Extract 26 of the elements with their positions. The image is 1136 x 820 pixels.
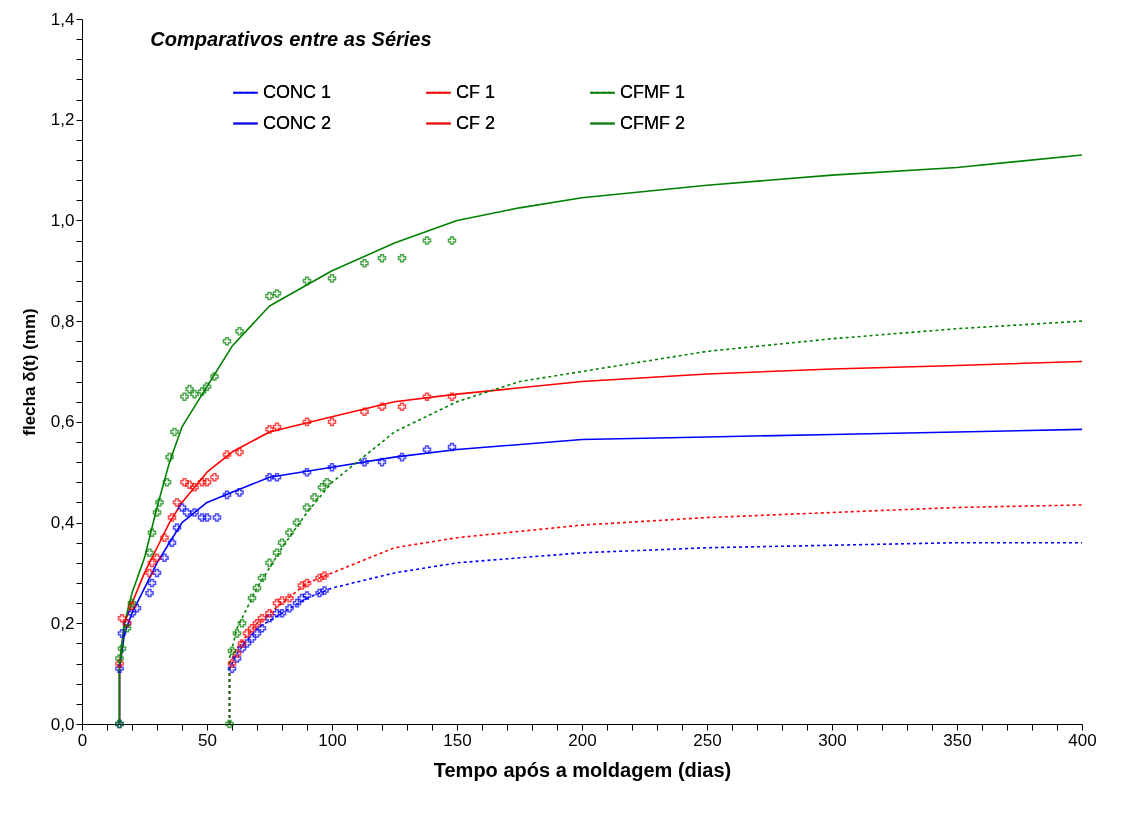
x-tick-label: 300 [818, 730, 847, 750]
y-tick-label: 0,2 [50, 613, 75, 633]
y-tick-label: 0,6 [50, 412, 75, 432]
x-tick-label: 250 [693, 730, 722, 750]
y-tick-label: 0,0 [50, 714, 75, 734]
x-tick-label: 350 [943, 730, 972, 750]
x-tick-label: 200 [568, 730, 597, 750]
legend-label: CFMF 2 [620, 112, 685, 133]
y-tick-label: 0,8 [50, 311, 75, 331]
x-tick-label: 400 [1068, 730, 1097, 750]
x-tick-label: 150 [443, 730, 472, 750]
legend-label: CONC 2 [263, 112, 332, 133]
chart-title: Comparativos entre as Séries [150, 28, 432, 50]
x-axis-title: Tempo após a moldagem (dias) [433, 758, 732, 781]
y-tick-label: 1,2 [50, 110, 75, 130]
y-axis-title: flecha δ(t) (mm) [19, 308, 39, 436]
y-tick-label: 1,4 [50, 9, 75, 29]
legend-label: CF 2 [456, 112, 496, 133]
legend-label: CONC 1 [263, 81, 332, 102]
x-tick-label: 50 [198, 730, 217, 750]
y-tick-label: 1,0 [50, 210, 75, 230]
legend-label: CFMF 1 [620, 81, 685, 102]
y-tick-label: 0,4 [50, 513, 75, 533]
x-tick-label: 0 [77, 730, 88, 750]
x-tick-label: 100 [318, 730, 347, 750]
legend-label: CF 1 [456, 81, 496, 102]
